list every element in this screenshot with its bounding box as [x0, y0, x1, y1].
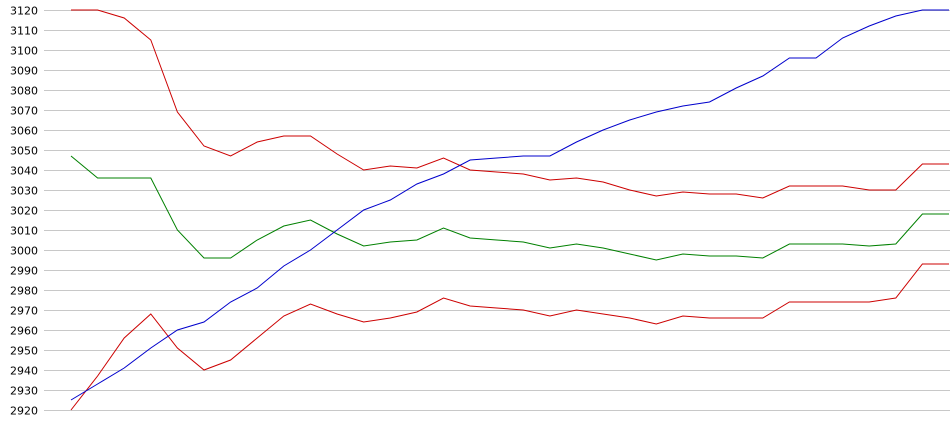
- y-tick-label: 3060: [10, 125, 38, 138]
- y-tick-label: 3070: [10, 105, 38, 118]
- series-line-2: [70, 155, 949, 261]
- y-tick-label: 2930: [10, 385, 38, 398]
- y-tick-label: 3110: [10, 25, 38, 38]
- y-tick-label: 2990: [10, 265, 38, 278]
- series-line-4: [70, 9, 949, 401]
- y-tick-label: 3090: [10, 65, 38, 78]
- y-tick-label: 3000: [10, 245, 38, 258]
- y-tick-label: 3030: [10, 185, 38, 198]
- y-tick-label: 2960: [10, 325, 38, 338]
- y-tick-label: 2920: [10, 405, 38, 418]
- y-tick-label: 3120: [10, 5, 38, 18]
- y-tick-label: 2970: [10, 305, 38, 318]
- series-line-1: [71, 9, 949, 199]
- y-tick-label: 3020: [10, 205, 38, 218]
- series-lines: [70, 9, 949, 411]
- y-tick-label: 2980: [10, 285, 38, 298]
- grid-lines: [44, 10, 950, 411]
- y-tick-label: 2940: [10, 365, 38, 378]
- series-line-3: [70, 263, 949, 411]
- y-tick-label: 3050: [10, 145, 38, 158]
- y-tick-label: 3100: [10, 45, 38, 58]
- y-axis-tick-labels: 3120 3110 3100 3090 3080 3070 3060 3050 3040 3030…: [10, 5, 38, 418]
- y-tick-label: 3010: [10, 225, 38, 238]
- y-tick-label: 3040: [10, 165, 38, 178]
- y-tick-label: 2950: [10, 345, 38, 358]
- y-tick-label: 3080: [10, 85, 38, 98]
